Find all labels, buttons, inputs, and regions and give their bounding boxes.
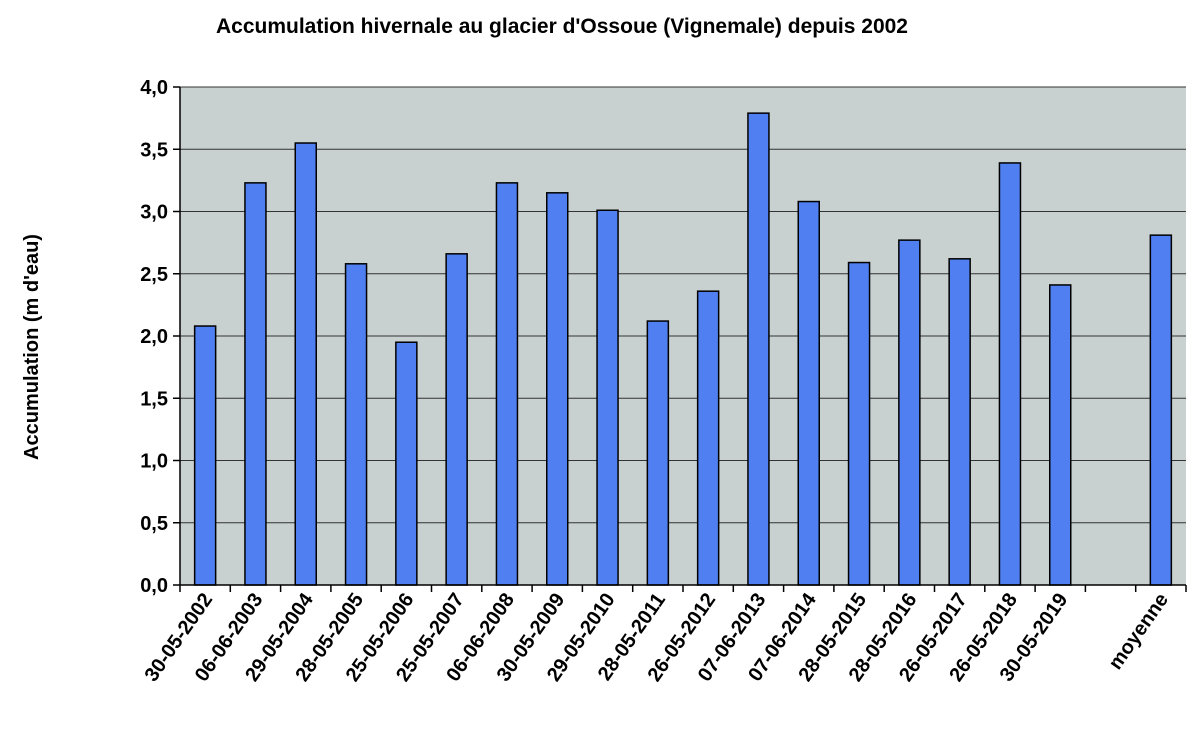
y-tick-label: 0,5 — [140, 513, 168, 535]
y-tick-labels: 0,0 0,5 1,0 1,5 2,0 2,5 3,0 3,5 4,0 — [140, 77, 168, 597]
chart-title: Accumulation hivernale au glacier d'Osso… — [216, 15, 908, 38]
bar — [445, 253, 468, 586]
bar — [495, 182, 519, 586]
bar — [948, 258, 971, 586]
y-tick-label: 3,5 — [140, 139, 168, 161]
x-tick-labels: 30-05-200206-06-200329-05-200428-05-2005… — [141, 589, 1173, 686]
bar — [1149, 234, 1173, 586]
bar — [193, 325, 217, 586]
y-tick-label: 3,0 — [140, 202, 168, 224]
y-tick-label: 2,0 — [140, 326, 168, 348]
y-tick-label: 1,0 — [140, 451, 168, 473]
y-tick-label: 0,0 — [140, 575, 168, 597]
bar — [546, 192, 569, 586]
y-tick-label: 2,5 — [140, 264, 168, 286]
bar — [998, 162, 1022, 586]
bar — [847, 261, 871, 586]
bar — [747, 112, 770, 586]
y-tick-label: 4,0 — [140, 77, 168, 99]
bar — [395, 341, 418, 586]
bar — [1049, 284, 1072, 586]
x-tick-label: moyenne — [1105, 589, 1173, 674]
bar — [898, 239, 921, 586]
y-tick-label: 1,5 — [140, 388, 168, 410]
bar — [244, 182, 267, 586]
axes — [179, 87, 1187, 592]
bar — [294, 142, 317, 586]
y-axis-label: Accumulation (m d'eau) — [21, 234, 43, 460]
bar — [596, 209, 619, 586]
bar — [797, 200, 820, 586]
bar — [646, 320, 670, 586]
bar — [696, 290, 720, 586]
bar — [344, 263, 368, 586]
